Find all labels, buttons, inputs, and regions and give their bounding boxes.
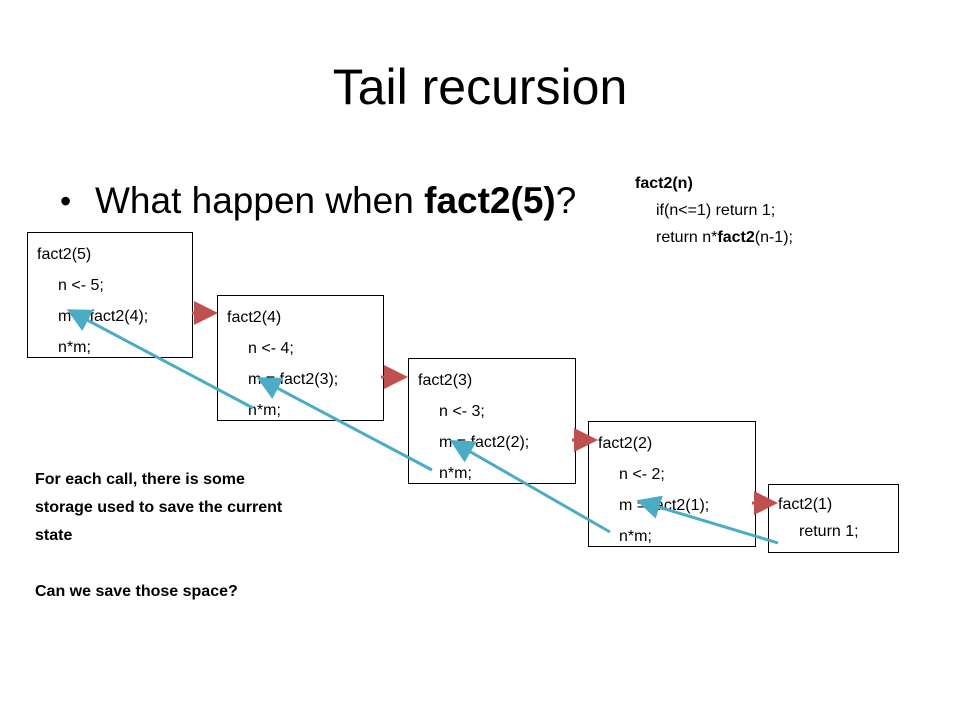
slide-title: Tail recursion bbox=[332, 59, 628, 115]
bullet-suffix: ? bbox=[555, 180, 577, 221]
note: For each call, there is some storage use… bbox=[35, 466, 282, 606]
frame: fact2(5) n <- 5; m = fact2(4); n*m; bbox=[27, 232, 193, 358]
frame-line: n <- 3; bbox=[439, 403, 485, 420]
frame-line: n <- 5; bbox=[58, 277, 104, 294]
def-text: return n* bbox=[656, 229, 718, 246]
def-line: if(n<=1) return 1; bbox=[656, 202, 776, 219]
bullet-dot: • bbox=[60, 183, 72, 219]
frame-line: n*m; bbox=[248, 402, 281, 419]
frame: fact2(1) return 1; bbox=[768, 484, 899, 553]
return-arrow bbox=[449, 440, 611, 534]
note-line: Can we save those space? bbox=[35, 583, 238, 600]
frame-line: n*m; bbox=[619, 528, 652, 545]
definition: fact2(n) if(n<=1) return 1; return n*fac… bbox=[635, 170, 793, 251]
frame-header: fact2(3) bbox=[418, 372, 473, 389]
return-arrow bbox=[636, 495, 779, 545]
frame-header: fact2(1) bbox=[778, 496, 833, 513]
frame-line: n*m; bbox=[439, 465, 472, 482]
note-line: storage used to save the current bbox=[35, 499, 283, 516]
frame-line: n <- 4; bbox=[248, 340, 294, 357]
def-text: (n-1); bbox=[754, 229, 793, 246]
frame-header: fact2(5) bbox=[37, 246, 92, 263]
return-arrow bbox=[256, 377, 433, 472]
bullet-bold: fact2(5) bbox=[424, 180, 556, 221]
frame-line: n*m; bbox=[58, 339, 91, 356]
def-line: return n*fact2(n-1); bbox=[635, 224, 793, 251]
def-header: fact2(n) bbox=[635, 175, 693, 192]
def-bold: fact2 bbox=[717, 229, 755, 246]
frame-line: n <- 2; bbox=[619, 466, 665, 483]
return-arrow bbox=[66, 309, 254, 410]
note-line: state bbox=[35, 527, 73, 544]
note-line: For each call, there is some bbox=[35, 471, 245, 488]
frame-header: fact2(4) bbox=[227, 309, 282, 326]
frame-header: fact2(2) bbox=[598, 435, 653, 452]
frame-line: return 1; bbox=[799, 523, 859, 540]
frame: fact2(2) n <- 2; m = fact2(1); n*m; bbox=[588, 421, 756, 547]
bullet: What happen when fact2(5)? bbox=[95, 180, 576, 222]
bullet-text: What happen when bbox=[95, 180, 425, 221]
